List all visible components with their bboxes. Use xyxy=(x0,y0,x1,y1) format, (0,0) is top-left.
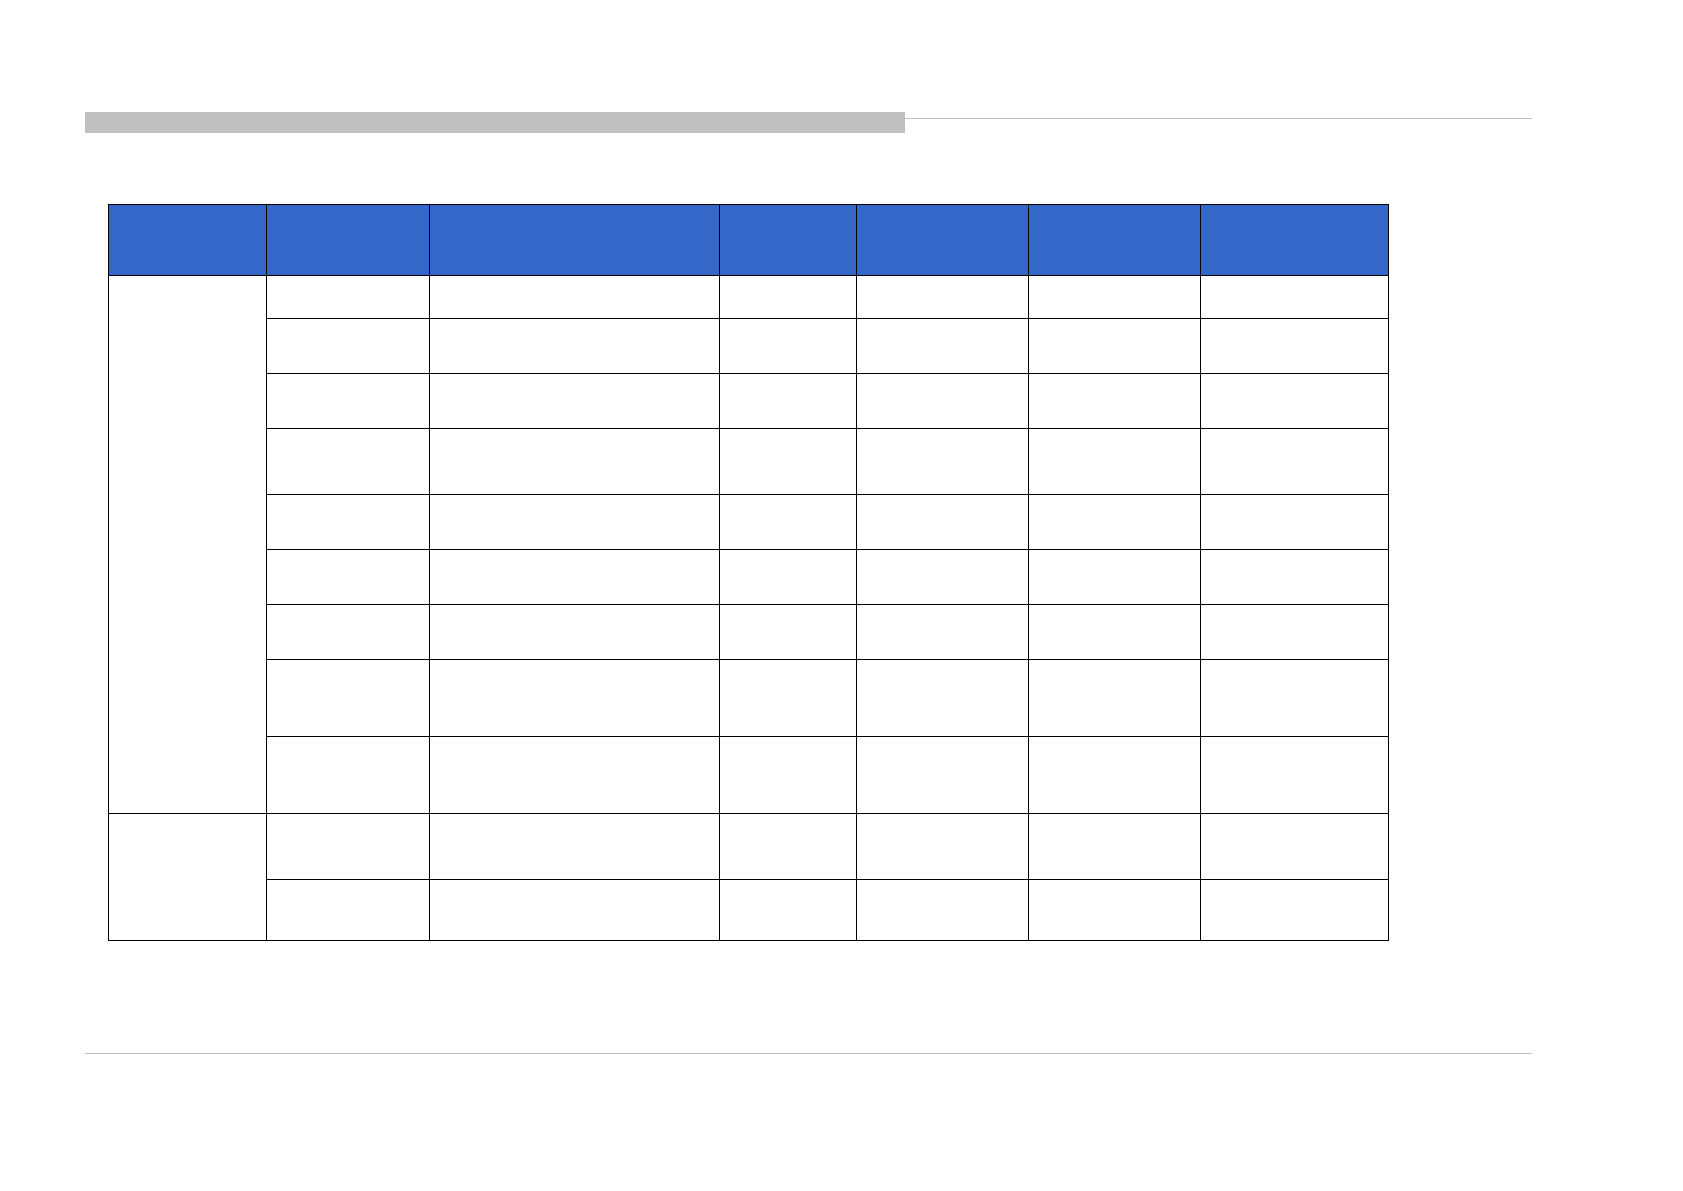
cell[interactable] xyxy=(719,494,857,550)
cell[interactable] xyxy=(266,428,430,495)
cell[interactable] xyxy=(719,428,857,495)
cell[interactable] xyxy=(1028,373,1201,429)
cell[interactable] xyxy=(719,549,857,605)
cell[interactable] xyxy=(1200,659,1389,737)
table-row[interactable] xyxy=(109,879,1389,941)
table-row[interactable] xyxy=(109,318,1389,374)
cell[interactable] xyxy=(429,428,720,495)
cell[interactable] xyxy=(266,275,430,319)
cell[interactable] xyxy=(1028,494,1201,550)
cell[interactable] xyxy=(1200,813,1389,880)
cell[interactable] xyxy=(719,318,857,374)
table-header xyxy=(108,204,1389,276)
cell[interactable] xyxy=(429,494,720,550)
column-header-3[interactable] xyxy=(719,204,857,276)
cell[interactable] xyxy=(1028,275,1201,319)
cell[interactable] xyxy=(266,604,430,660)
cell[interactable] xyxy=(719,813,857,880)
cell[interactable] xyxy=(266,736,430,814)
table-row[interactable] xyxy=(109,494,1389,550)
table-row[interactable] xyxy=(109,736,1389,814)
cell[interactable] xyxy=(1200,549,1389,605)
header-redacted-block xyxy=(85,112,905,133)
cell[interactable] xyxy=(719,373,857,429)
cell[interactable] xyxy=(1200,428,1389,495)
cell[interactable] xyxy=(266,373,430,429)
page-header xyxy=(0,104,1683,134)
cell[interactable] xyxy=(1028,604,1201,660)
cell[interactable] xyxy=(1200,373,1389,429)
column-header-2[interactable] xyxy=(429,204,720,276)
column-header-1[interactable] xyxy=(266,204,430,276)
cell[interactable] xyxy=(856,318,1029,374)
table-row[interactable] xyxy=(108,813,1389,941)
table-row[interactable] xyxy=(109,659,1389,737)
cell[interactable] xyxy=(1200,604,1389,660)
cell[interactable] xyxy=(429,813,720,880)
cell[interactable] xyxy=(856,659,1029,737)
cell[interactable] xyxy=(856,549,1029,605)
table-row[interactable] xyxy=(109,549,1389,605)
cell[interactable] xyxy=(429,318,720,374)
cell[interactable] xyxy=(1028,549,1201,605)
cell[interactable] xyxy=(266,549,430,605)
cell[interactable] xyxy=(429,275,720,319)
column-header-0[interactable] xyxy=(108,204,267,276)
cell[interactable] xyxy=(1028,736,1201,814)
cell[interactable] xyxy=(719,604,857,660)
cell[interactable] xyxy=(1200,494,1389,550)
cell[interactable] xyxy=(1200,879,1389,941)
cell[interactable] xyxy=(856,428,1029,495)
cell[interactable] xyxy=(1200,318,1389,374)
footer-text xyxy=(85,1058,1532,1076)
data-table xyxy=(108,204,1389,941)
table-row[interactable] xyxy=(109,428,1389,495)
cell[interactable] xyxy=(429,879,720,941)
table-row[interactable] xyxy=(109,604,1389,660)
cell[interactable] xyxy=(1200,275,1389,319)
cell[interactable] xyxy=(266,659,430,737)
cell[interactable] xyxy=(1028,318,1201,374)
cell[interactable] xyxy=(429,736,720,814)
cell[interactable] xyxy=(266,813,430,880)
cell[interactable] xyxy=(1028,659,1201,737)
cell[interactable] xyxy=(1200,736,1389,814)
cell[interactable] xyxy=(1028,813,1201,880)
table-header-row xyxy=(108,204,1389,276)
cell[interactable] xyxy=(429,549,720,605)
footer-divider xyxy=(85,1053,1532,1054)
cell[interactable] xyxy=(266,879,430,941)
cell[interactable] xyxy=(1028,879,1201,941)
column-header-4[interactable] xyxy=(856,204,1029,276)
cell[interactable] xyxy=(266,318,430,374)
table-row[interactable] xyxy=(109,373,1389,429)
cell[interactable] xyxy=(266,494,430,550)
cell[interactable] xyxy=(429,604,720,660)
cell[interactable] xyxy=(1028,428,1201,495)
group-label-cell-0[interactable] xyxy=(108,275,267,814)
cell[interactable] xyxy=(719,275,857,319)
cell[interactable] xyxy=(856,373,1029,429)
cell[interactable] xyxy=(856,604,1029,660)
group-label-cell-1[interactable] xyxy=(108,813,267,941)
column-header-6[interactable] xyxy=(1200,204,1389,276)
cell[interactable] xyxy=(429,659,720,737)
cell[interactable] xyxy=(429,373,720,429)
cell[interactable] xyxy=(856,813,1029,880)
cell[interactable] xyxy=(719,736,857,814)
cell[interactable] xyxy=(856,275,1029,319)
cell[interactable] xyxy=(856,494,1029,550)
cell[interactable] xyxy=(719,879,857,941)
table-row[interactable] xyxy=(108,275,1389,814)
cell[interactable] xyxy=(856,879,1029,941)
column-header-5[interactable] xyxy=(1028,204,1201,276)
cell[interactable] xyxy=(856,736,1029,814)
table-container xyxy=(108,204,1389,941)
table-body xyxy=(108,275,1389,941)
cell[interactable] xyxy=(719,659,857,737)
